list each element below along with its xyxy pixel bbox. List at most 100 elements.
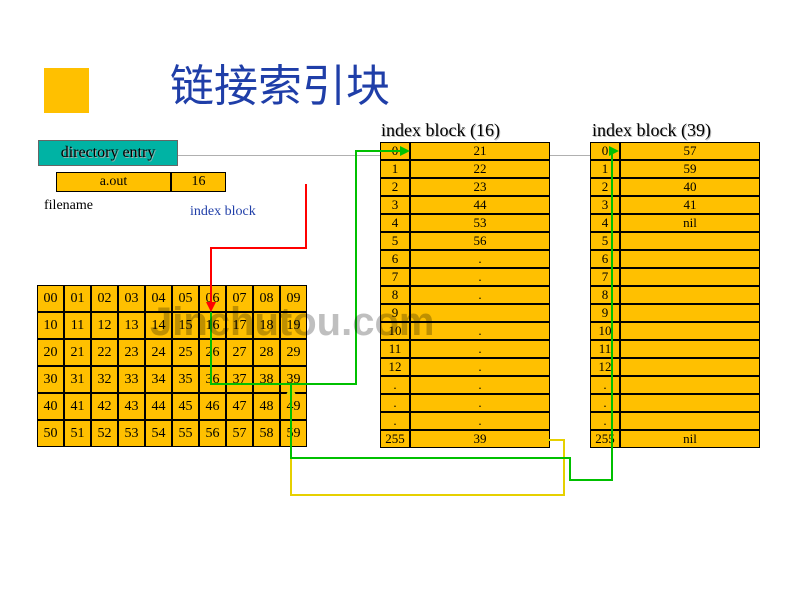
index-row-val — [620, 376, 760, 394]
index-row-val: . — [410, 394, 550, 412]
disk-cell: 22 — [91, 339, 118, 366]
index-row-val — [620, 358, 760, 376]
index-row-num: 2 — [590, 178, 620, 196]
disk-cell: 31 — [64, 366, 91, 393]
index-row-val: nil — [620, 214, 760, 232]
disk-cell: 51 — [64, 420, 91, 447]
index-row-num: 6 — [590, 250, 620, 268]
index-row-val: 44 — [410, 196, 550, 214]
disk-cell: 20 — [37, 339, 64, 366]
index-row-num: 7 — [380, 268, 410, 286]
disk-cell: 54 — [145, 420, 172, 447]
decorative-square — [44, 68, 89, 113]
index-row-num: 1 — [590, 160, 620, 178]
index-row-num: 4 — [380, 214, 410, 232]
index-row-num: 1 — [380, 160, 410, 178]
index-row-num: . — [590, 376, 620, 394]
disk-cell: 38 — [253, 366, 280, 393]
index-row-num: 11 — [590, 340, 620, 358]
disk-cell: 34 — [145, 366, 172, 393]
index-row-num: 8 — [590, 286, 620, 304]
disk-cell: 11 — [64, 312, 91, 339]
index-row-num: 3 — [380, 196, 410, 214]
index-row-num: . — [590, 394, 620, 412]
index-block-label: index block — [190, 204, 256, 220]
directory-cell: a.out — [56, 172, 171, 192]
index-row-val — [620, 268, 760, 286]
disk-cell: 42 — [91, 393, 118, 420]
index-block-16-title: index block (16) — [381, 120, 500, 141]
index-row-num: 6 — [380, 250, 410, 268]
index-row-val: 59 — [620, 160, 760, 178]
disk-cell: 40 — [37, 393, 64, 420]
index-row-val: . — [410, 250, 550, 268]
index-block-39-title: index block (39) — [592, 120, 711, 141]
index-row-val — [620, 304, 760, 322]
index-row-val — [620, 412, 760, 430]
index-row-num: 255 — [590, 430, 620, 448]
index-row-num: 10 — [590, 322, 620, 340]
watermark: Jinchutou.com — [150, 300, 434, 345]
index-row-num: 0 — [590, 142, 620, 160]
index-row-val: . — [410, 376, 550, 394]
index-row-num: 0 — [380, 142, 410, 160]
index-row-num: 4 — [590, 214, 620, 232]
disk-cell: 52 — [91, 420, 118, 447]
disk-cell: 45 — [172, 393, 199, 420]
disk-cell: 32 — [91, 366, 118, 393]
index-row-num: 5 — [590, 232, 620, 250]
index-row-val: 53 — [410, 214, 550, 232]
disk-cell: 00 — [37, 285, 64, 312]
disk-cell: 12 — [91, 312, 118, 339]
index-row-val — [620, 232, 760, 250]
disk-cell: 35 — [172, 366, 199, 393]
index-row-val: 57 — [620, 142, 760, 160]
disk-cell: 56 — [199, 420, 226, 447]
index-row-val: . — [410, 268, 550, 286]
index-row-num: . — [380, 376, 410, 394]
index-row-val: nil — [620, 430, 760, 448]
index-row-num: . — [380, 394, 410, 412]
directory-cell: 16 — [171, 172, 226, 192]
index-row-val: 41 — [620, 196, 760, 214]
index-row-num: 12 — [380, 358, 410, 376]
index-row-val: 56 — [410, 232, 550, 250]
index-row-num: 12 — [590, 358, 620, 376]
page-title: 链接索引块 — [170, 50, 390, 114]
disk-cell: 02 — [91, 285, 118, 312]
directory-entry-box: directory entry — [38, 140, 178, 166]
index-row-val — [620, 286, 760, 304]
index-row-val: 23 — [410, 178, 550, 196]
disk-cell: 48 — [253, 393, 280, 420]
disk-cell: 21 — [64, 339, 91, 366]
disk-cell: 33 — [118, 366, 145, 393]
index-row-val — [620, 322, 760, 340]
index-block-16: 0211222233444535566.7.8.910.11.12.......… — [380, 142, 550, 448]
disk-cell: 13 — [118, 312, 145, 339]
index-row-val: 39 — [410, 430, 550, 448]
disk-cell: 30 — [37, 366, 64, 393]
disk-cell: 55 — [172, 420, 199, 447]
disk-cell: 41 — [64, 393, 91, 420]
index-block-39: 0571592403414nil56789101112...255nil — [590, 142, 760, 448]
disk-cell: 03 — [118, 285, 145, 312]
disk-cell: 57 — [226, 420, 253, 447]
index-row-val — [620, 340, 760, 358]
index-row-num: 5 — [380, 232, 410, 250]
disk-cell: 50 — [37, 420, 64, 447]
directory-entry-row: a.out16 — [56, 172, 226, 192]
disk-cell: 44 — [145, 393, 172, 420]
disk-cell: 10 — [37, 312, 64, 339]
disk-cell: 39 — [280, 366, 307, 393]
disk-cell: 47 — [226, 393, 253, 420]
disk-cell: 58 — [253, 420, 280, 447]
disk-cell: 36 — [199, 366, 226, 393]
index-row-num: 7 — [590, 268, 620, 286]
index-row-val: . — [410, 358, 550, 376]
filename-label: filename — [44, 198, 93, 214]
index-row-num: 3 — [590, 196, 620, 214]
index-row-num: 2 — [380, 178, 410, 196]
disk-cell: 53 — [118, 420, 145, 447]
disk-cell: 37 — [226, 366, 253, 393]
disk-cell: 49 — [280, 393, 307, 420]
